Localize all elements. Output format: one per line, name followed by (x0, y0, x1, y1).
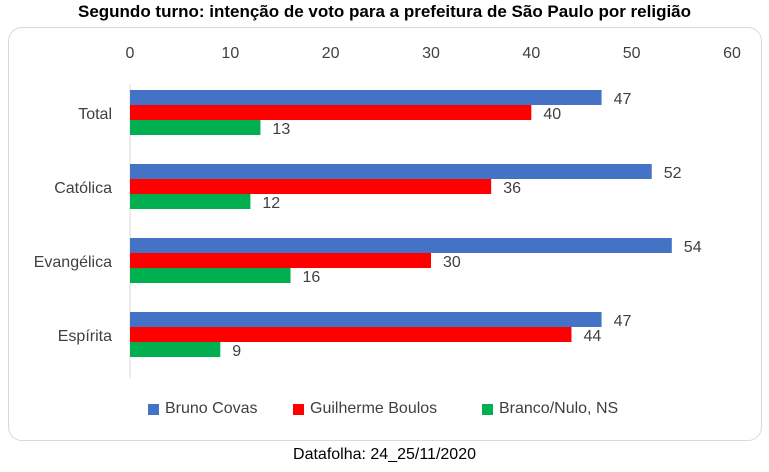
data-label: 36 (503, 180, 521, 197)
x-tick-label: 50 (623, 45, 641, 62)
legend-swatch (148, 403, 159, 415)
chart-frame (8, 27, 762, 441)
legend-label: Bruno Covas (165, 400, 258, 417)
x-axis-ticks: 0 10 20 30 40 50 60 (126, 45, 741, 62)
source-note: Datafolha: 24_25/11/2020 (293, 446, 476, 463)
data-label: 54 (684, 239, 702, 256)
x-tick-label: 30 (422, 45, 440, 62)
data-label: 52 (664, 165, 682, 182)
legend-item-bruno-covas: Bruno Covas (148, 400, 258, 418)
bar (130, 327, 572, 342)
data-label: 47 (614, 91, 632, 108)
data-label: 9 (232, 343, 241, 360)
legend-label: Branco/Nulo, NS (499, 400, 619, 417)
bar (130, 194, 251, 209)
legend-swatch (293, 403, 304, 415)
category-label: Total (78, 106, 112, 123)
bar (130, 253, 431, 268)
category-label: Católica (54, 180, 112, 197)
category-labels: Total Católica Evangélica Espírita (34, 106, 112, 345)
data-label: 44 (583, 328, 601, 345)
category-label: Evangélica (34, 254, 112, 271)
data-label: 47 (614, 313, 632, 330)
bar (130, 342, 221, 357)
data-label: 12 (262, 195, 280, 212)
x-tick-label: 40 (522, 45, 540, 62)
bar (130, 312, 602, 327)
x-tick-label: 0 (126, 45, 135, 62)
legend-label: Guilherme Boulos (310, 400, 438, 417)
data-label: 40 (543, 106, 561, 123)
bar (130, 120, 261, 135)
data-label: 16 (303, 269, 321, 286)
bar (130, 105, 532, 120)
bars (130, 90, 672, 357)
x-tick-label: 60 (723, 45, 741, 62)
category-label: Espírita (58, 328, 112, 345)
bar (130, 90, 602, 105)
bar (130, 268, 291, 283)
data-label: 13 (272, 121, 290, 138)
legend-item-branco-nulo: Branco/Nulo, NS (482, 400, 618, 418)
legend: Bruno Covas Guilherme Boulos Branco/Nulo… (0, 400, 769, 420)
bar (130, 179, 492, 194)
x-tick-label: 20 (322, 45, 340, 62)
data-label: 30 (443, 254, 461, 271)
legend-item-guilherme-boulos: Guilherme Boulos (293, 400, 437, 418)
chart-title: Segundo turno: intenção de voto para a p… (77, 2, 692, 21)
x-tick-label: 10 (221, 45, 239, 62)
bar (130, 164, 652, 179)
legend-swatch (482, 403, 493, 415)
bar (130, 238, 672, 253)
data-labels: 47 40 13 52 36 12 54 30 16 47 44 9 (232, 91, 701, 360)
